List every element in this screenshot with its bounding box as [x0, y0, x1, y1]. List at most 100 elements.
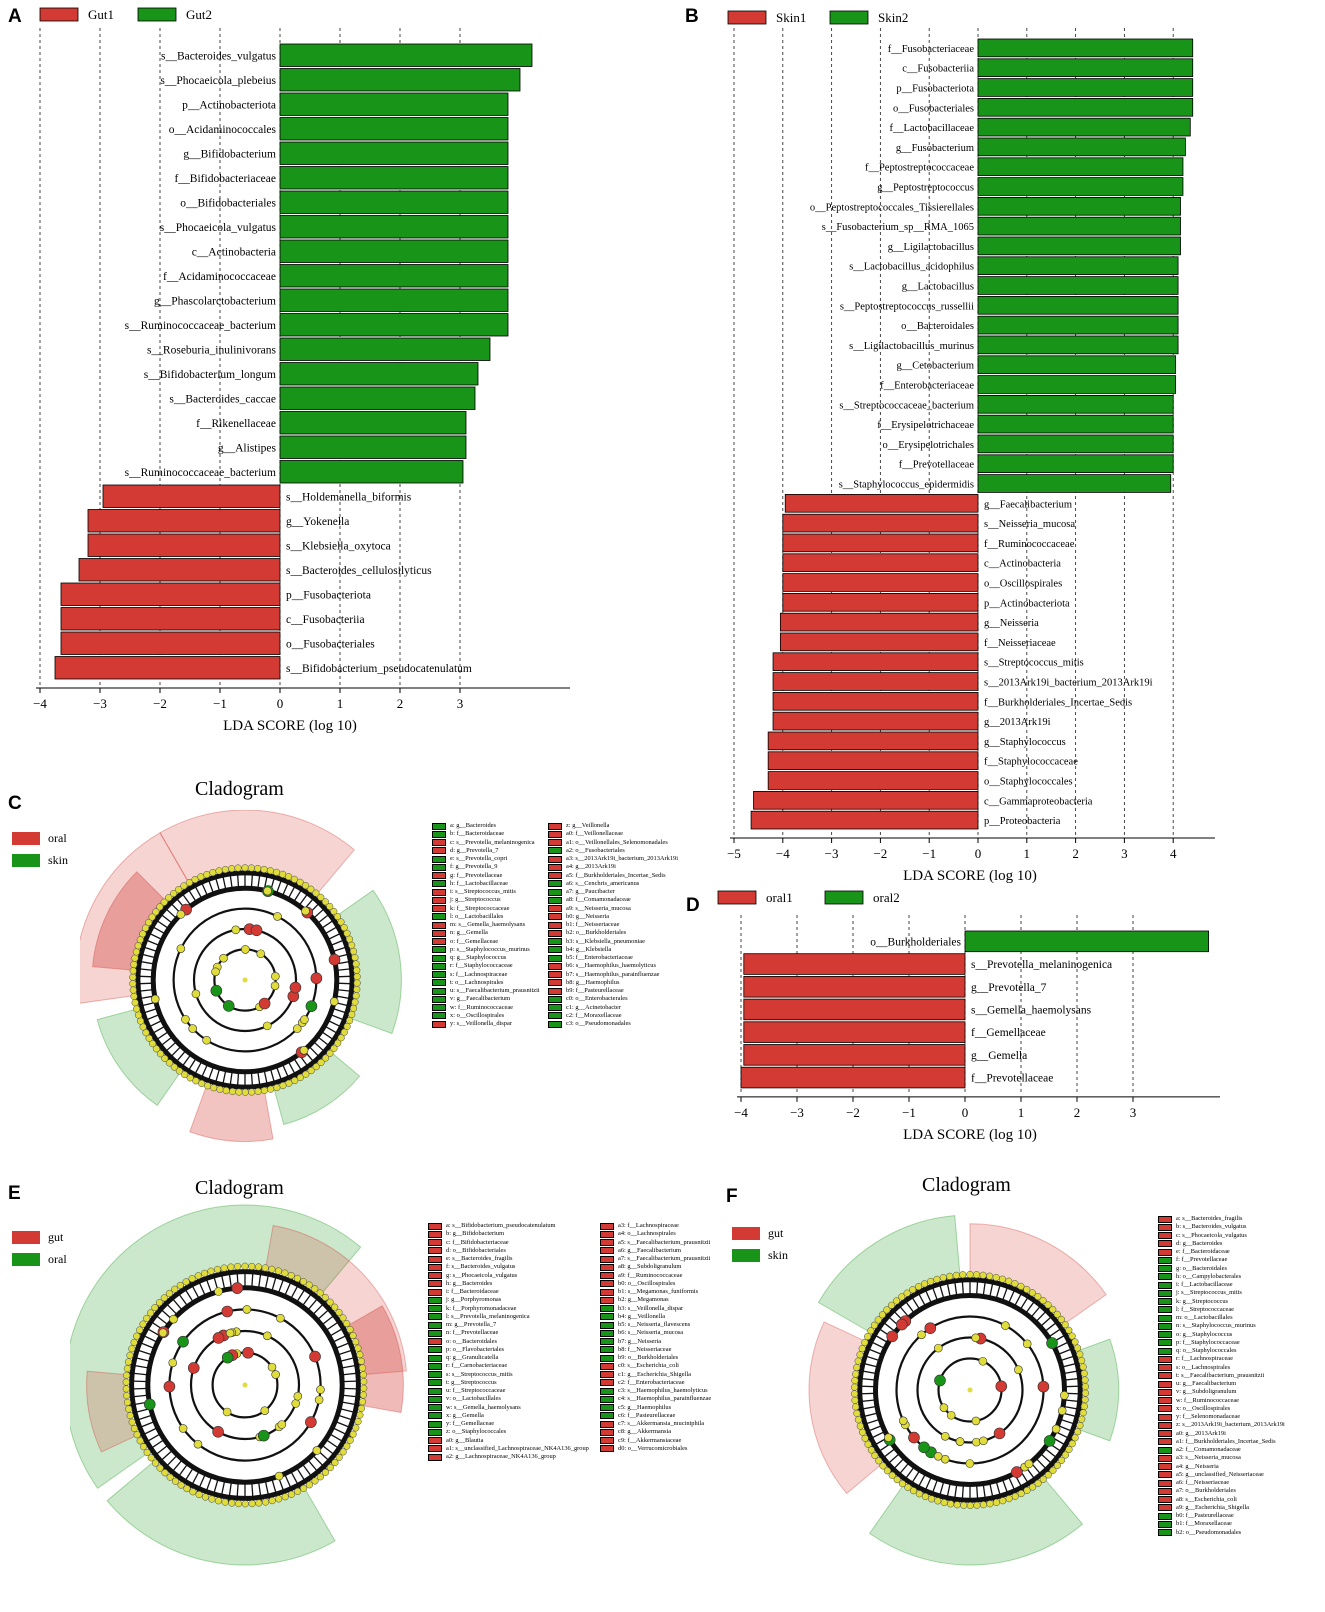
- leaf-node: [133, 1332, 141, 1340]
- tree-node: [1024, 1459, 1034, 1469]
- key-item: q: g__Granulicatella: [428, 1354, 589, 1362]
- leaf-node: [349, 1430, 357, 1438]
- root-node: [967, 1387, 973, 1393]
- leaf-node: [294, 1487, 302, 1496]
- key-swatch: [1158, 1355, 1172, 1363]
- panel-letter-b: B: [685, 6, 699, 27]
- bar-label: p__Fusobacteriota: [286, 589, 371, 601]
- leaf-node: [345, 935, 354, 943]
- tree-node: [1051, 1424, 1061, 1434]
- cladogram-c-key-col2: z: g__Veillonella a0: f__Veillonellaceae a…: [548, 822, 678, 1028]
- key-swatch: [600, 1239, 614, 1247]
- bar-g__Prevotella_7: [743, 976, 966, 998]
- key-item: j: s__Streptococcus_mitis: [1158, 1289, 1285, 1297]
- leaf-node: [175, 885, 183, 894]
- leaf-node: [867, 1446, 875, 1454]
- bar-g__Neisseria: [779, 612, 979, 632]
- tree-branch: [329, 937, 350, 947]
- tree-node: [270, 981, 280, 991]
- key-text: c7: s__Akkermansia_muciniphila: [618, 1420, 705, 1427]
- tree-node: [924, 1322, 937, 1334]
- key-item: b: s__Bacteroides_vulgatus: [1158, 1223, 1285, 1231]
- leaf-node: [129, 986, 137, 994]
- x-tick-label: −1: [902, 1105, 916, 1120]
- leaf-node: [883, 1467, 891, 1475]
- leaf-node: [241, 1262, 249, 1270]
- tree-node: [886, 1330, 898, 1343]
- cladogram-e-title: Cladogram: [195, 1177, 284, 1199]
- leaf-node: [152, 1045, 160, 1053]
- bar-label: s__Neisseria_mucosa: [984, 519, 1075, 530]
- tree-branch: [329, 1013, 350, 1023]
- tree-branch: [293, 884, 306, 903]
- key-text: u: s__Faecalibacterium_prausnitzii: [450, 987, 540, 994]
- tree-node: [219, 953, 228, 963]
- key-swatch: [600, 1395, 614, 1403]
- key-swatch: [1158, 1405, 1172, 1413]
- key-text: w: f__Ruminococcaceae: [450, 1003, 513, 1011]
- bar-label: s__Phocaeicola_plebeius: [160, 75, 276, 87]
- key-text: z: s__2013Ark19i_bacterium_2013Ark19i: [1176, 1421, 1285, 1429]
- bar-f__Enterobacteriaceae: [977, 375, 1177, 394]
- leaf-node: [346, 1016, 354, 1025]
- leaf-node: [1028, 1289, 1036, 1297]
- bar-c__Fusobacteriia: [977, 58, 1194, 77]
- leaf-node: [268, 1265, 276, 1273]
- tree-branch: [961, 1484, 965, 1506]
- tree-branch: [328, 1433, 349, 1445]
- tree-node: [242, 1346, 254, 1359]
- tree-branch: [146, 1438, 165, 1452]
- tree-node: [940, 1431, 950, 1441]
- x-axis-label: LDA SCORE (log 10): [903, 1127, 1037, 1143]
- tree-node: [939, 1403, 949, 1412]
- tree-branch: [206, 1066, 215, 1086]
- tree-branch: [334, 1339, 356, 1350]
- tree-node: [305, 1000, 318, 1012]
- leaf-node: [198, 1079, 206, 1088]
- key-text: c: s__Prevotella_melaninogenica: [450, 838, 535, 846]
- tree-branch: [221, 1069, 227, 1090]
- tree-node: [908, 1431, 920, 1444]
- key-item: q: g__Staphylococcus: [432, 954, 540, 962]
- leaf-node: [973, 1501, 981, 1509]
- bar-s__Lactobacillus_acidophilus: [977, 256, 1179, 275]
- tree-branch: [312, 1299, 328, 1316]
- key-text: a4: g__Neisseria: [1176, 1462, 1219, 1470]
- key-item: a9: f__Ruminococcaceae: [600, 1272, 711, 1280]
- tree-branch: [143, 930, 163, 941]
- tree-branch: [339, 1407, 361, 1415]
- leaf-node: [973, 1271, 981, 1279]
- leaf-node: [151, 1459, 160, 1467]
- key-item: a2: f__Comamonadaceae: [1158, 1446, 1285, 1454]
- legend-label-skin1: Skin1: [776, 10, 806, 25]
- bar-s__Bacteroides_cellulosilyticus: [78, 558, 281, 582]
- tree-branch: [922, 1476, 933, 1496]
- leaf-node: [307, 885, 315, 893]
- leaf-node: [927, 1277, 935, 1285]
- key-text: b1: f__Neisseriaceae: [566, 921, 620, 928]
- tree-branch: [1039, 1452, 1057, 1468]
- key-text: b1: f__Moraxellaceae: [1176, 1520, 1232, 1528]
- leaf-node: [946, 1272, 954, 1280]
- key-item: j: g__Streptococcus: [432, 896, 540, 904]
- tree-branch: [325, 1438, 344, 1452]
- bar-label: g__Gemella: [971, 1050, 1027, 1062]
- cladogram-c-legend: oral skin: [12, 827, 68, 871]
- leaf-node: [986, 1500, 994, 1508]
- tree-branch: [228, 1070, 233, 1092]
- tree-branch: [227, 1481, 233, 1503]
- leaf-node: [215, 867, 223, 875]
- key-swatch: [600, 1379, 614, 1387]
- leaf-node: [903, 1289, 911, 1297]
- key-swatch: [1158, 1372, 1172, 1380]
- key-text: e: s__Bacteroides_fragilis: [446, 1255, 513, 1262]
- leaf-node: [339, 1314, 347, 1322]
- key-swatch: [600, 1280, 614, 1288]
- leaf-node: [940, 1499, 948, 1507]
- bar-c__Actinobacteria: [279, 239, 509, 263]
- tree-node: [221, 1305, 234, 1318]
- key-swatch: [548, 921, 562, 929]
- bar-label: s__Klebsiella_oxytoca: [286, 540, 391, 552]
- key-text: b5: s__Neisseria_flavescens: [618, 1321, 691, 1328]
- key-swatch: [432, 880, 446, 888]
